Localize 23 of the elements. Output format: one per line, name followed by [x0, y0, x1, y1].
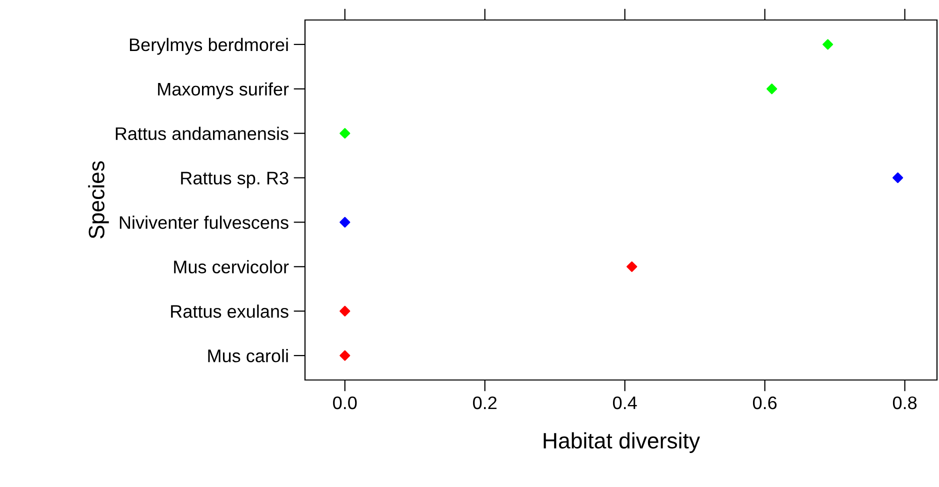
y-tick-label: Rattus andamanensis	[116, 126, 288, 140]
y-tick-label: Berylmys berdmorei	[130, 38, 288, 55]
point	[892, 172, 904, 184]
x-tick-label: 0.4	[613, 396, 637, 410]
y-tick-label: Rattus exulans	[171, 304, 288, 318]
point	[626, 261, 638, 272]
x-tick-label: 0.6	[752, 396, 777, 410]
y-tick-label: Mus caroli	[208, 349, 288, 362]
point	[766, 84, 778, 94]
point	[340, 216, 350, 228]
point	[822, 39, 834, 50]
y-axis-title: Species	[88, 161, 109, 239]
y-tick-label: Mus cervicolor	[174, 260, 289, 274]
x-axis-title: Habitat diversity	[544, 432, 700, 453]
y-tick-label: Maxomys surifer	[158, 82, 289, 100]
x-tick-label: 0.2	[473, 396, 497, 410]
point	[340, 350, 350, 361]
point	[340, 306, 350, 316]
y-tick-label: Niviventer fulvescens	[120, 216, 288, 229]
point	[340, 128, 350, 139]
x-tick-label: 0.8	[892, 396, 917, 410]
x-tick-label: 0.0	[333, 396, 357, 410]
y-tick-label: Rattus sp. R3	[181, 172, 288, 188]
